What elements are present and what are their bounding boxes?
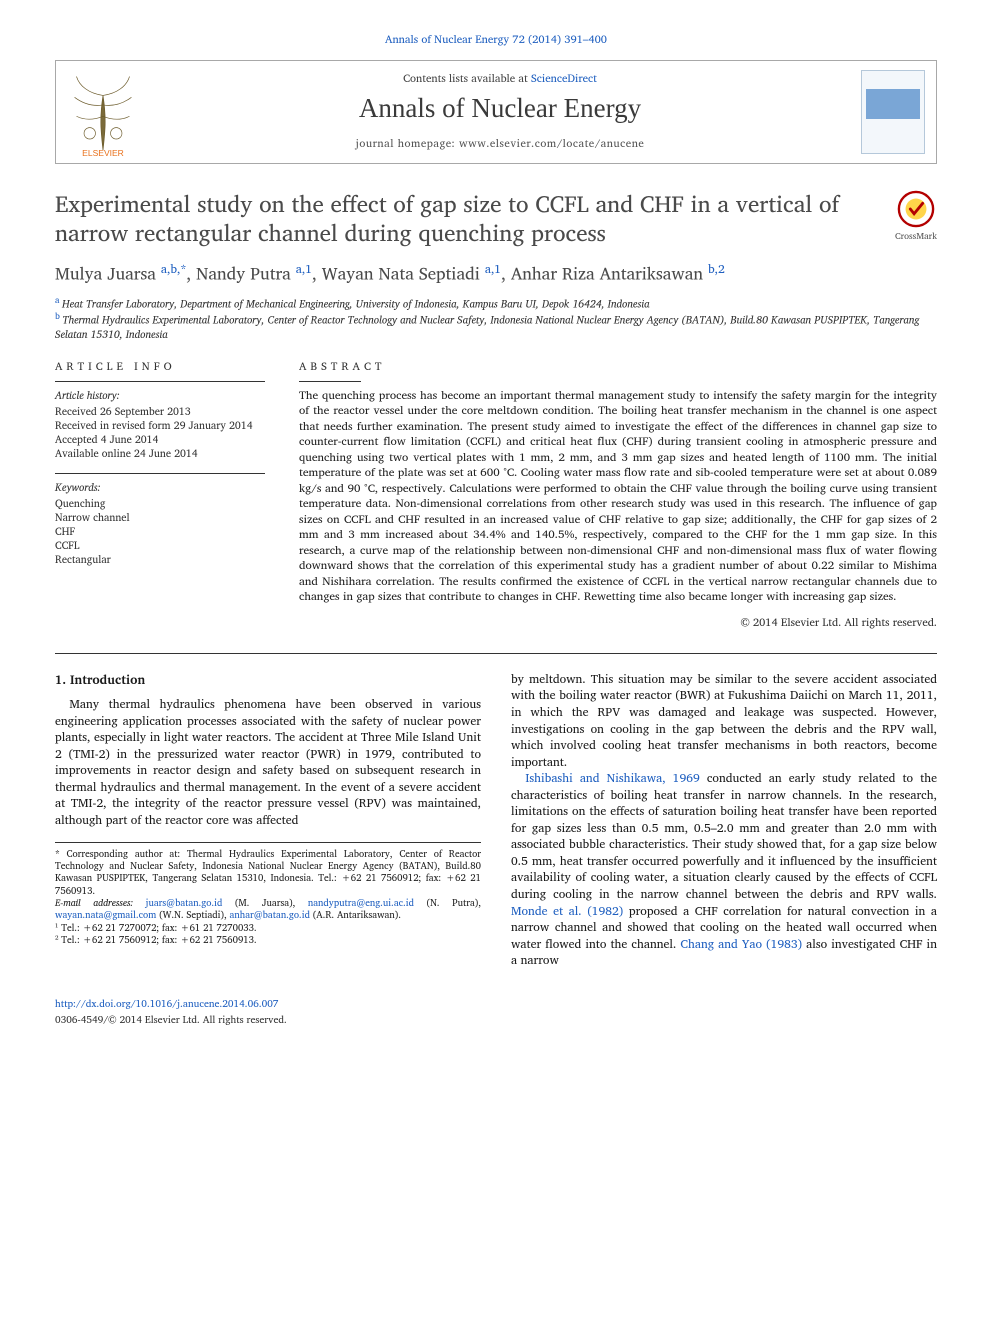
- citation-link[interactable]: Ishibashi and Nishikawa, 1969: [525, 769, 699, 788]
- citation-link[interactable]: Monde et al. (1982): [511, 902, 623, 921]
- history-head: Article history:: [55, 388, 265, 402]
- paper-title: Experimental study on the effect of gap …: [55, 190, 881, 248]
- issn-copyright: 0306-4549/© 2014 Elsevier Ltd. All right…: [55, 1012, 287, 1028]
- intro-p2b: Ishibashi and Nishikawa, 1969 conducted …: [511, 771, 937, 970]
- citation-top[interactable]: Annals of Nuclear Energy 72 (2014) 391–4…: [55, 30, 937, 48]
- contents-line: Contents lists available at ScienceDirec…: [156, 69, 844, 87]
- crossmark-label: CrossMark: [895, 228, 937, 243]
- citation-link[interactable]: Chang and Yao (1983): [680, 935, 802, 954]
- contents-prefix: Contents lists available at: [403, 69, 531, 87]
- footnotes-block: * Corresponding author at: Thermal Hydra…: [55, 842, 481, 948]
- crossmark-icon: [897, 190, 935, 228]
- body-columns: 1. Introduction Many thermal hydraulics …: [55, 672, 937, 970]
- email-link[interactable]: nandyputra@eng.ui.ac.id: [308, 896, 414, 911]
- doi-link[interactable]: http://dx.doi.org/10.1016/j.anucene.2014…: [55, 996, 279, 1012]
- footnote-2: ² Tel.: +62 21 7560912; fax: +62 21 7560…: [55, 935, 481, 947]
- intro-p1: Many thermal hydraulics phenomena have b…: [55, 697, 481, 829]
- svg-text:ELSEVIER: ELSEVIER: [82, 148, 124, 157]
- keywords-head: Keywords:: [55, 480, 265, 494]
- journal-header: ELSEVIER Contents lists available at Sci…: [55, 60, 937, 164]
- sciencedirect-link[interactable]: ScienceDirect: [531, 69, 597, 87]
- journal-homepage[interactable]: journal homepage: www.elsevier.com/locat…: [156, 134, 844, 152]
- keyword-lines: QuenchingNarrow channelCHFCCFLRectangula…: [55, 496, 265, 567]
- publisher-logo: ELSEVIER: [56, 61, 150, 163]
- elsevier-tree-icon: ELSEVIER: [63, 67, 143, 157]
- abstract-copyright: © 2014 Elsevier Ltd. All rights reserved…: [299, 613, 937, 631]
- journal-cover-thumb: [850, 61, 936, 163]
- emails-line: E-mail addresses: juars@batan.go.id (M. …: [55, 898, 481, 923]
- authors-line: Mulya Juarsa a,b,*, Nandy Putra a,1, Way…: [55, 260, 937, 288]
- corr-footnote: * Corresponding author at: Thermal Hydra…: [55, 849, 481, 898]
- abstract-head: ABSTRACT: [299, 357, 937, 375]
- article-info-head: ARTICLE INFO: [55, 357, 265, 375]
- email-link[interactable]: juars@batan.go.id: [146, 896, 223, 911]
- section-1-head: 1. Introduction: [55, 672, 481, 689]
- section-rule: [55, 653, 937, 654]
- history-lines: Received 26 September 2013Received in re…: [55, 404, 265, 461]
- page-footer: http://dx.doi.org/10.1016/j.anucene.2014…: [55, 996, 937, 1028]
- journal-name: Annals of Nuclear Energy: [156, 93, 844, 124]
- abstract-text: The quenching process has become an impo…: [299, 388, 937, 605]
- affiliations: a Heat Transfer Laboratory, Department o…: [55, 295, 937, 341]
- article-info-col: ARTICLE INFO Article history: Received 2…: [55, 357, 265, 631]
- crossmark-badge[interactable]: CrossMark: [895, 190, 937, 243]
- intro-p2a: by meltdown. This situation may be simil…: [511, 672, 937, 771]
- abstract-col: ABSTRACT The quenching process has becom…: [299, 357, 937, 631]
